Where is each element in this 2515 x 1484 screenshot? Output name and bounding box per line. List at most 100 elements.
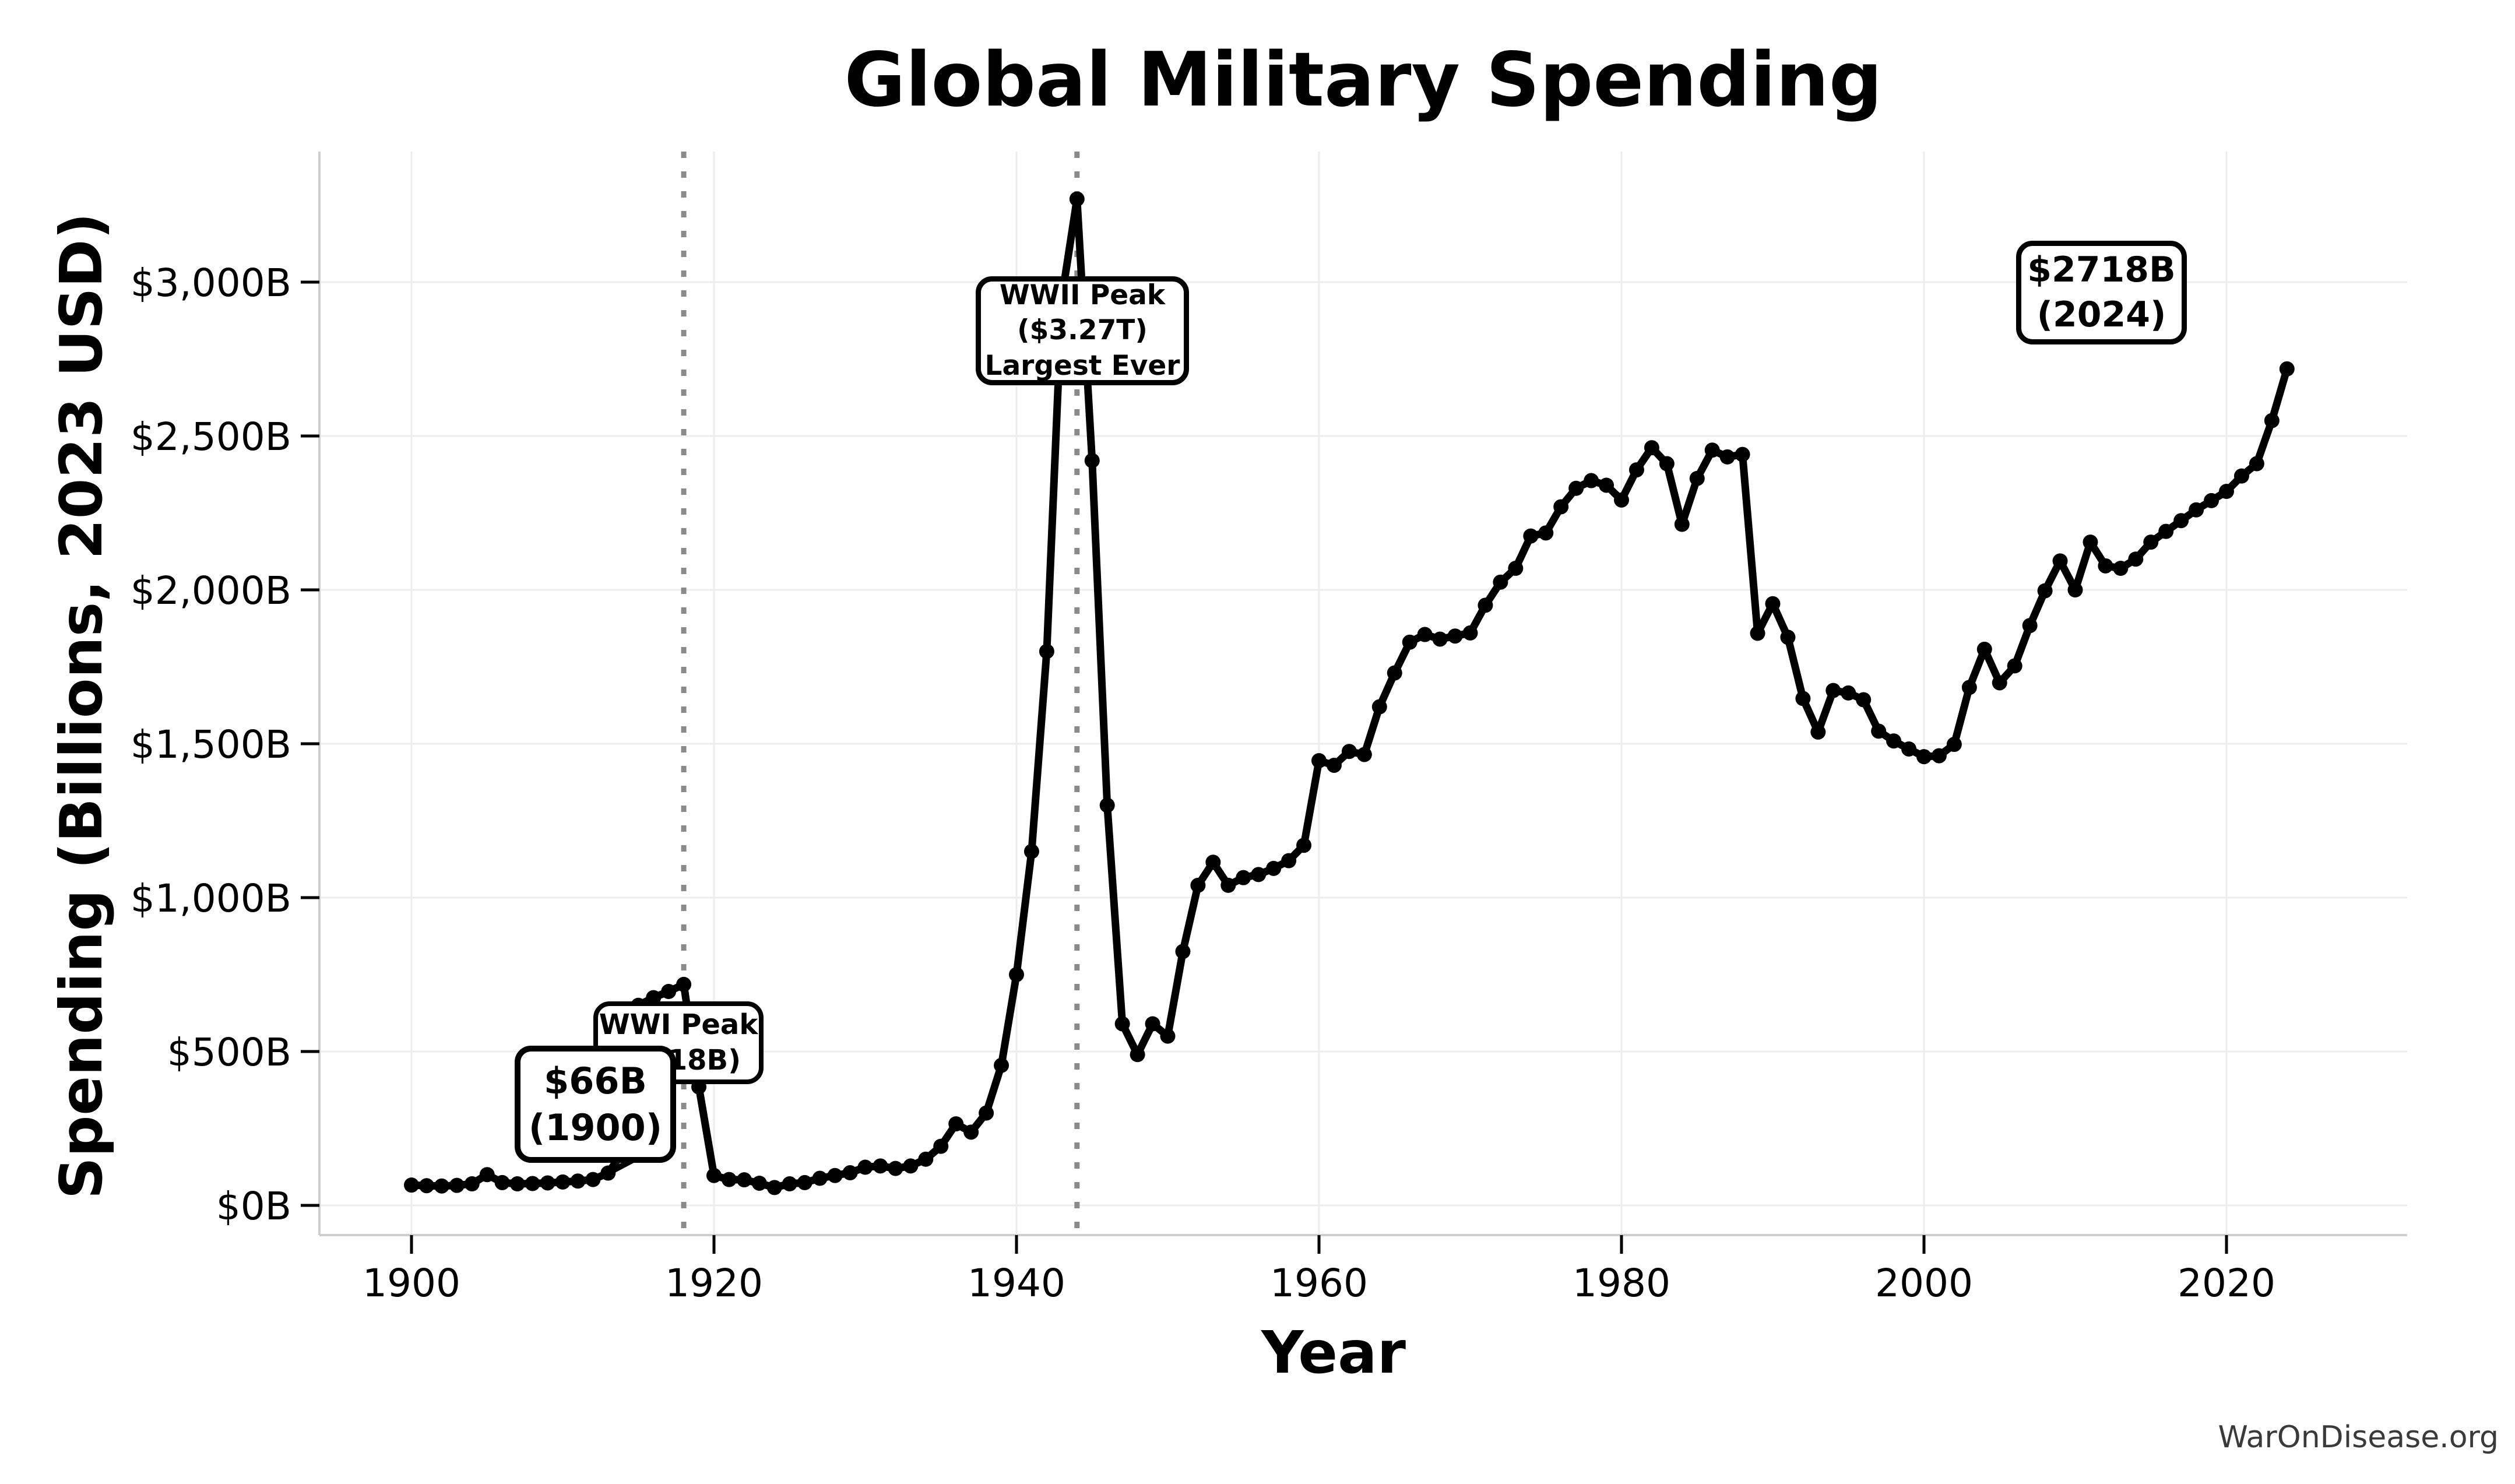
data-point-1959 [1296,838,1312,853]
data-point-2015 [2143,534,2159,550]
data-point-1954 [1220,877,1236,893]
annotation-line: (2024) [2036,294,2166,335]
data-point-1981 [1628,462,1644,478]
annotation-line: (1900) [528,1106,663,1149]
data-point-1986 [1704,442,1720,458]
data-point-2023 [2264,413,2280,428]
data-point-1955 [1236,870,1251,885]
data-point-1905 [479,1167,495,1183]
data-point-1968 [1432,631,1448,647]
data-point-1962 [1341,744,1357,759]
data-point-2013 [2113,561,2129,576]
y-tick-label: $3,000B [131,261,291,305]
annotation-line: ($3.27T) [1017,314,1148,347]
y-tick-label: $1,500B [131,722,291,767]
data-point-1946 [1099,797,1115,813]
data-point-1982 [1644,440,1659,456]
x-tick-label: 1900 [363,1261,460,1306]
data-point-1988 [1735,446,1750,462]
data-point-1904 [464,1176,480,1192]
data-point-1972 [1493,574,1508,590]
data-point-2022 [2249,456,2264,472]
data-point-1901 [418,1178,434,1194]
data-point-1902 [434,1178,449,1194]
y-tick-label: $0B [216,1184,291,1229]
data-point-1935 [933,1138,949,1154]
data-point-1985 [1689,470,1705,486]
data-point-1966 [1402,634,1417,650]
data-point-1909 [540,1175,555,1191]
data-point-1992 [1795,691,1811,706]
data-point-1957 [1266,860,1282,876]
data-point-1928 [827,1167,843,1183]
data-point-2014 [2128,551,2144,567]
data-point-2009 [2052,553,2068,569]
data-point-1964 [1371,699,1387,715]
data-point-1932 [888,1161,903,1176]
data-point-1937 [963,1124,979,1140]
data-point-2007 [2022,618,2038,634]
data-point-1996 [1856,692,1872,708]
data-point-1958 [1281,853,1297,868]
data-point-2011 [2083,534,2098,550]
data-point-1920 [706,1167,722,1183]
data-point-2006 [2007,658,2022,674]
x-axis-title: Year [1261,1318,1406,1387]
data-point-1940 [1009,967,1024,982]
data-point-1939 [994,1057,1009,1073]
data-point-2008 [2037,583,2053,599]
data-point-1927 [812,1170,828,1186]
data-point-1947 [1114,1016,1130,1032]
data-point-1999 [1901,741,1917,757]
data-point-1931 [873,1158,888,1174]
data-point-1956 [1251,867,1267,882]
data-point-1963 [1356,747,1372,762]
annotation-line: $2718B [2027,249,2176,291]
data-point-1989 [1750,625,1765,641]
x-tick-label: 1940 [968,1261,1065,1306]
data-point-1907 [509,1176,525,1192]
data-point-1930 [857,1159,873,1175]
data-point-2020 [2219,484,2234,500]
data-point-1944 [1069,191,1085,207]
data-point-1911 [570,1173,586,1189]
data-point-2005 [1992,675,2007,691]
data-point-2018 [2189,502,2204,518]
data-point-1929 [842,1165,858,1181]
x-tick-label: 2020 [2178,1261,2275,1306]
data-point-1969 [1447,628,1463,644]
data-point-1970 [1462,625,1478,641]
data-point-1934 [918,1151,934,1167]
data-point-1965 [1387,665,1402,681]
data-point-1918 [676,976,692,992]
data-point-1938 [979,1105,994,1121]
data-point-1945 [1084,453,1100,469]
data-point-2019 [2204,493,2219,508]
data-point-1984 [1674,516,1690,532]
data-point-1975 [1538,525,1554,541]
data-point-2010 [2067,582,2083,597]
data-point-1950 [1160,1028,1176,1044]
data-point-1994 [1825,683,1841,698]
data-point-1923 [751,1175,767,1191]
data-point-1978 [1584,473,1599,488]
data-point-1983 [1659,456,1675,472]
data-point-2021 [2233,468,2249,484]
data-point-1995 [1841,685,1856,701]
data-point-2017 [2173,513,2189,529]
data-point-1967 [1417,627,1433,642]
y-tick-label: $2,500B [131,414,291,459]
data-point-2012 [2098,558,2113,574]
data-point-1976 [1553,499,1569,515]
data-point-2002 [1946,737,1962,752]
data-point-1912 [585,1172,601,1187]
data-point-2016 [2158,523,2174,539]
data-point-1990 [1765,596,1781,611]
data-point-1942 [1039,643,1054,659]
data-point-1961 [1326,757,1342,773]
annotation-line: WWI Peak [599,1008,758,1041]
annotation-wwii-peak: WWII Peak ($3.27T) Largest Ever [976,276,1189,385]
annotation-line: $66B [544,1060,647,1103]
data-point-1951 [1175,944,1191,959]
